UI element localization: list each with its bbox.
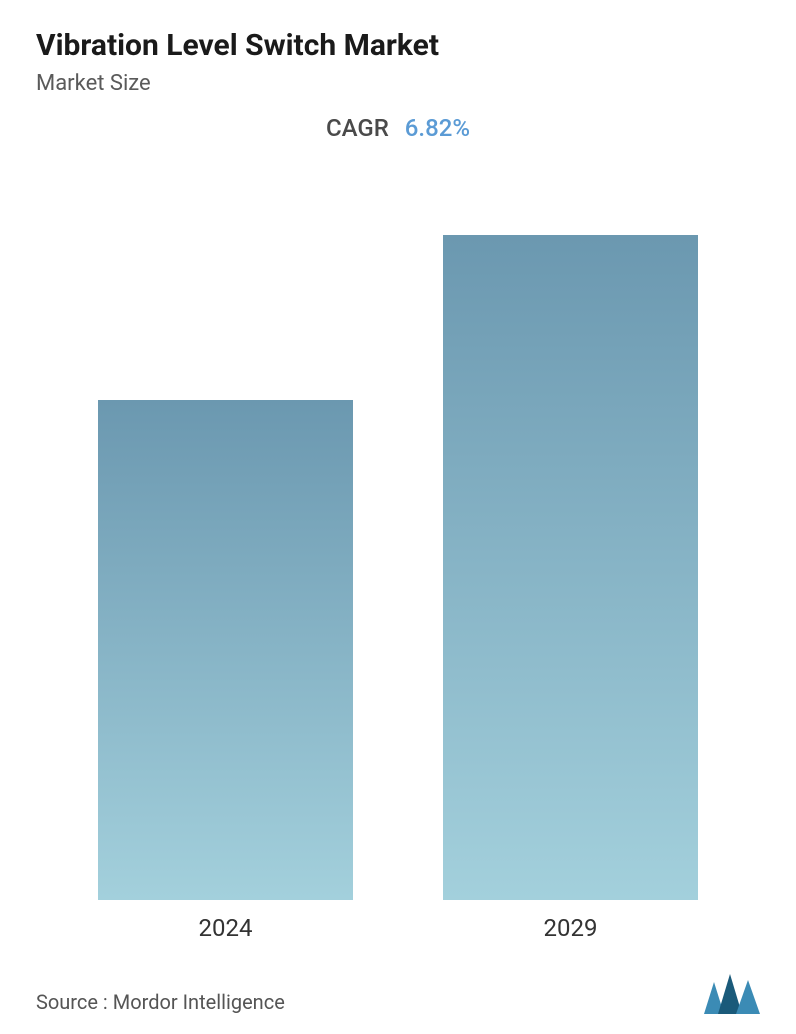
chart-title: Vibration Level Switch Market [36,28,760,63]
bar-1 [443,235,698,900]
bar-0 [98,400,353,900]
source-text: Source : Mordor Intelligence [36,990,285,1014]
cagr-value: 6.82% [405,114,470,142]
bar-label-1: 2029 [544,914,598,942]
cagr-row: CAGR 6.82% [36,114,760,142]
bar-group-0: 2024 [98,400,353,942]
bar-label-0: 2024 [199,914,253,942]
mordor-logo-icon [704,974,760,1014]
chart-subtitle: Market Size [36,71,760,96]
cagr-label: CAGR [326,114,389,142]
chart-plot-area: 2024 2029 [36,152,760,962]
chart-container: Vibration Level Switch Market Market Siz… [0,0,796,1034]
bar-group-1: 2029 [443,235,698,942]
footer: Source : Mordor Intelligence [36,962,760,1014]
